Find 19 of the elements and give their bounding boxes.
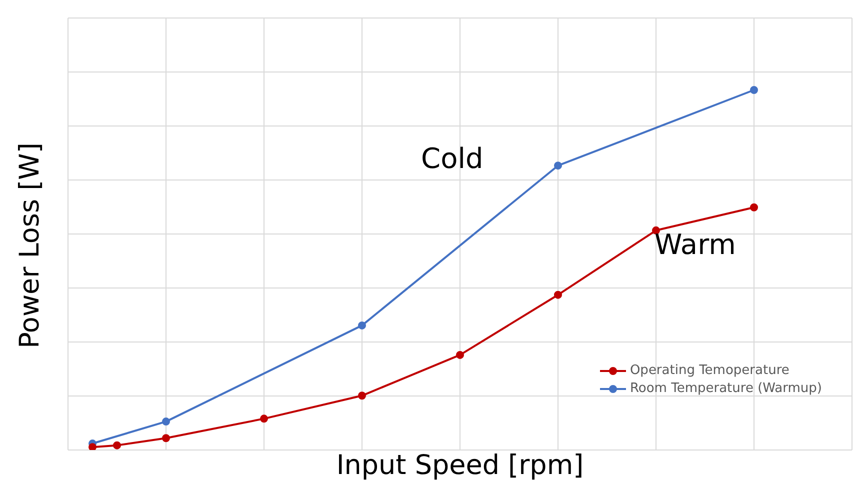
y-axis-title: Power Loss [W] — [14, 142, 46, 348]
point — [554, 290, 562, 299]
point — [750, 203, 758, 212]
point — [456, 350, 464, 359]
x-axis-title: Input Speed [rpm] — [335, 450, 585, 481]
point — [652, 226, 660, 234]
legend-label: Operating Temoperature — [630, 363, 790, 378]
point — [162, 434, 170, 442]
annotation: Cold — [421, 142, 484, 175]
point — [554, 162, 562, 170]
annotation: Warm — [654, 228, 736, 262]
point — [358, 392, 366, 400]
legend-label: Room Temperature (Warmup) — [630, 381, 822, 396]
point — [88, 443, 96, 450]
point — [750, 86, 758, 94]
point — [260, 414, 268, 423]
point — [113, 441, 121, 450]
point — [358, 321, 366, 330]
point — [162, 418, 170, 426]
